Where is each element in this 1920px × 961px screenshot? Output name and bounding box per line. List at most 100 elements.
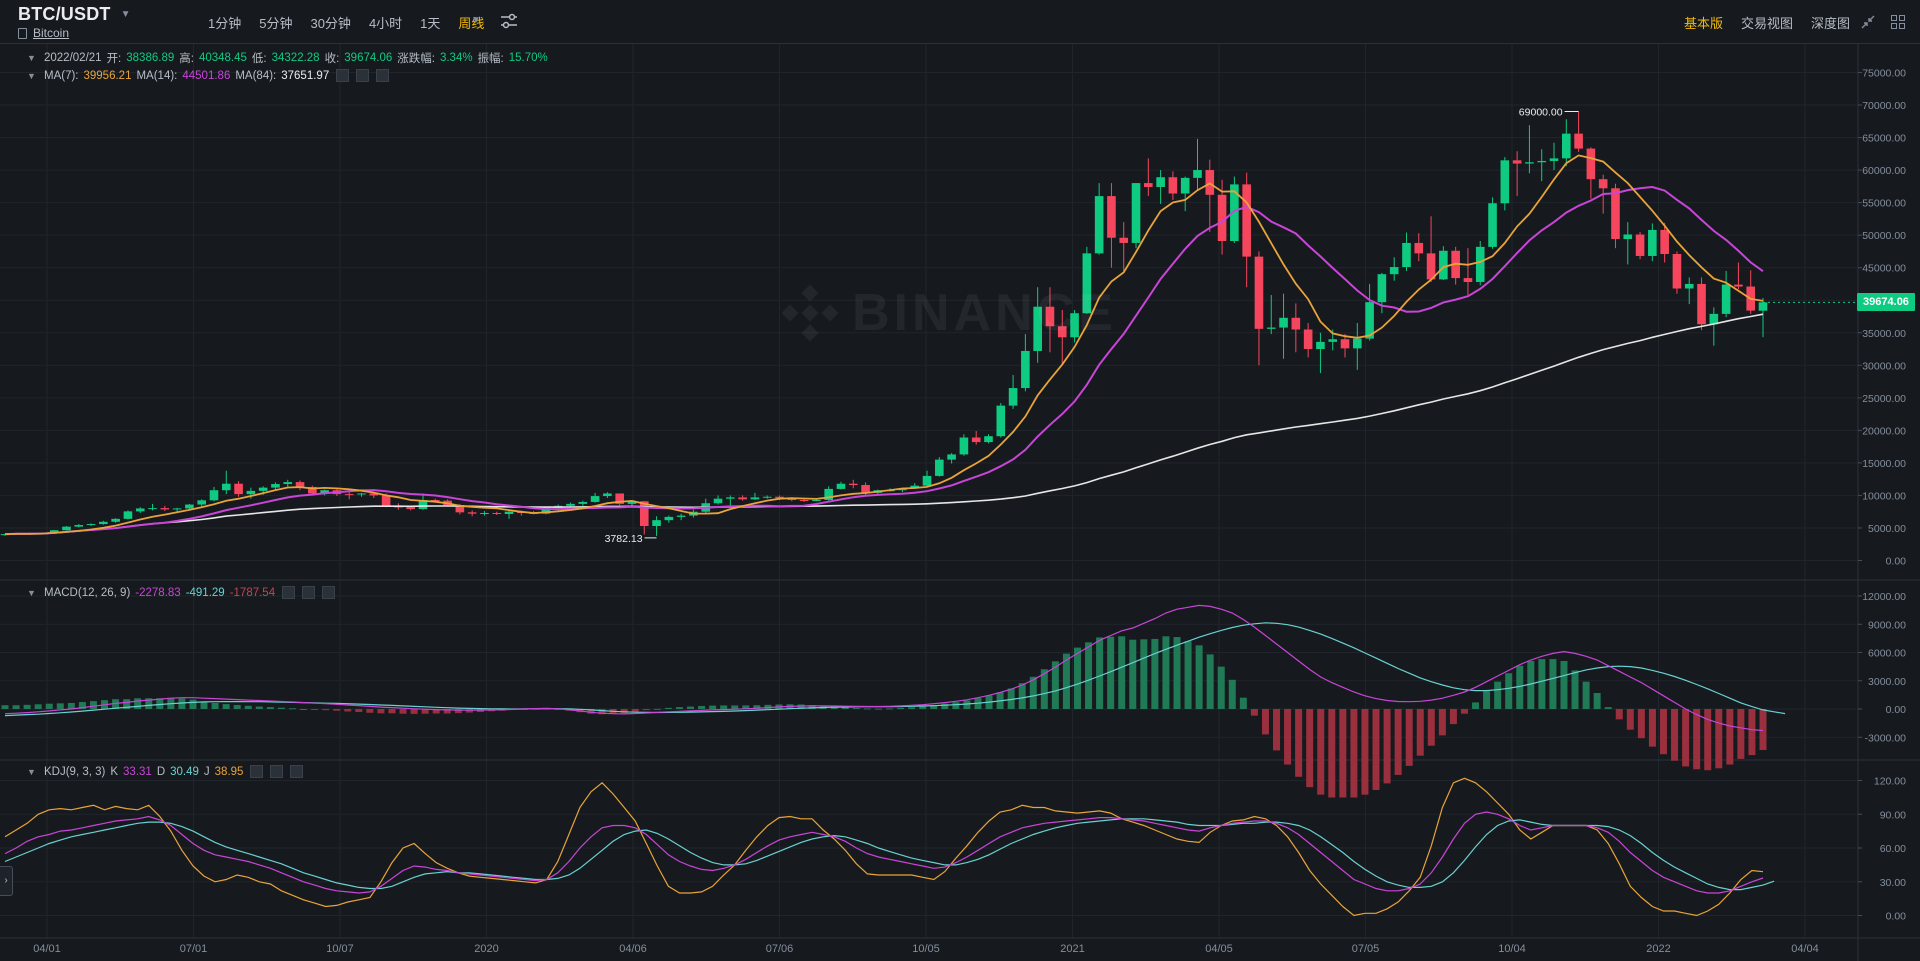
macd-histogram-bar xyxy=(1759,709,1767,751)
time-axis-label: 07/06 xyxy=(766,943,794,955)
macd-histogram-bar xyxy=(554,709,562,710)
candle-body xyxy=(1389,267,1399,275)
macd-histogram-bar xyxy=(1195,645,1203,709)
view-tradingview[interactable]: 交易视图 xyxy=(1740,16,1793,31)
price-axis-label: 45000.00 xyxy=(1862,263,1906,275)
candle-body xyxy=(1598,179,1608,189)
collapse-icon[interactable]: ▼ xyxy=(27,587,36,598)
candle-body xyxy=(369,493,379,496)
macd-histogram-bar xyxy=(1085,642,1093,709)
book-icon xyxy=(18,27,27,39)
macd-histogram-bar xyxy=(56,703,64,709)
view-basic[interactable]: 基本版 xyxy=(1683,16,1723,31)
ma7-label: MA(7): xyxy=(44,69,79,82)
ma14-line xyxy=(4,185,1764,536)
macd-axis-label: -3000.00 xyxy=(1865,732,1907,744)
kdj-label: KDJ(9, 3, 3) xyxy=(44,765,106,778)
macd-histogram-bar xyxy=(200,701,208,709)
interval-5m[interactable]: 5分钟 xyxy=(259,16,293,31)
pair-title[interactable]: BTC/USDT xyxy=(18,4,111,24)
candle-body xyxy=(1156,177,1165,187)
interval-4h[interactable]: 4小时 xyxy=(368,16,403,31)
ma-visibility-button[interactable] xyxy=(336,69,350,82)
candle-body xyxy=(0,534,10,536)
macd-histogram-bar xyxy=(1129,639,1137,709)
amplitude-label: 振幅: xyxy=(477,53,504,65)
macd-histogram-bar xyxy=(930,705,938,709)
candle-body xyxy=(1549,158,1559,161)
interval-1d[interactable]: 1天 xyxy=(420,16,441,31)
ma-close-button[interactable] xyxy=(376,69,390,82)
candle-body xyxy=(1561,133,1571,159)
indicator-settings-icon[interactable] xyxy=(500,13,518,29)
macd-settings-button[interactable] xyxy=(302,586,316,599)
candle-body xyxy=(1512,160,1522,164)
candle-body xyxy=(320,490,329,494)
macd-histogram-bar xyxy=(443,709,451,714)
macd-histogram-bar xyxy=(156,698,164,709)
price-axis-label: 20000.00 xyxy=(1862,425,1906,437)
time-axis-label: 10/04 xyxy=(1498,943,1526,955)
kdj-settings-button[interactable] xyxy=(270,765,284,778)
collapse-icon[interactable]: ▼ xyxy=(27,70,36,81)
interval-30m[interactable]: 30分钟 xyxy=(310,16,351,31)
pair-dropdown-icon[interactable]: ▼ xyxy=(120,9,131,20)
price-axis-label: 55000.00 xyxy=(1862,198,1906,210)
candle-body xyxy=(1303,329,1313,350)
candle-body xyxy=(861,485,870,493)
candle-body xyxy=(1414,242,1424,254)
macd-histogram-bar xyxy=(1416,709,1424,756)
candle-body xyxy=(910,485,920,489)
macd-histogram-bar xyxy=(1505,673,1513,709)
candle-body xyxy=(1180,177,1190,194)
macd-histogram-bar xyxy=(675,707,683,709)
candle-body xyxy=(1242,184,1251,257)
kdj-k-value: 33.31 xyxy=(123,765,152,778)
candle-body xyxy=(1684,283,1694,289)
coin-info-link[interactable]: Bitcoin xyxy=(33,26,70,40)
layout-grid-icon[interactable] xyxy=(1890,14,1906,30)
macd-close-button[interactable] xyxy=(322,586,336,599)
macd-histogram-bar xyxy=(1737,709,1745,759)
collapse-icon[interactable]: ▼ xyxy=(27,766,36,777)
macd-axis-label: 3000.00 xyxy=(1868,676,1906,688)
ma-settings-button[interactable] xyxy=(356,69,370,82)
view-depth[interactable]: 深度图 xyxy=(1810,16,1850,31)
collapse-icon[interactable]: ▼ xyxy=(27,53,36,63)
macd-histogram-bar xyxy=(1118,636,1126,709)
price-axis-label: 50000.00 xyxy=(1862,230,1906,242)
macd-histogram-bar xyxy=(1,705,9,709)
interval-more-icon[interactable]: ▼ xyxy=(471,15,481,26)
kdj-visibility-button[interactable] xyxy=(250,765,264,778)
candle-body xyxy=(1057,326,1067,338)
candle-body xyxy=(1266,327,1276,329)
side-panel-toggle[interactable]: › xyxy=(0,866,13,896)
macd-histogram-bar xyxy=(1494,681,1502,709)
macd-histogram-bar xyxy=(808,705,816,709)
time-axis-label: 2022 xyxy=(1646,943,1670,955)
candle-body xyxy=(1328,339,1338,342)
kdj-d-label: D xyxy=(156,765,166,778)
macd-histogram-bar xyxy=(1659,709,1667,755)
candle-body xyxy=(664,516,674,521)
candlestick-series xyxy=(0,111,1768,536)
macd-histogram-bar xyxy=(410,709,418,714)
interval-1m[interactable]: 1分钟 xyxy=(208,16,242,31)
price-axis-label: 65000.00 xyxy=(1862,133,1906,145)
candle-body xyxy=(246,490,256,495)
candle-body xyxy=(1070,313,1079,338)
candle-body xyxy=(123,511,133,519)
macd-histogram-bar xyxy=(1206,654,1214,709)
macd-visibility-button[interactable] xyxy=(282,586,296,599)
top-toolbar: BTC/USDT ▼ Bitcoin 1分钟 5分钟 30分钟 4小时 1天 周… xyxy=(0,0,1920,44)
shrink-icon[interactable] xyxy=(1860,14,1876,30)
price-axis-label: 0.00 xyxy=(1886,556,1907,568)
macd-histogram-bar xyxy=(664,707,672,709)
candle-body xyxy=(1107,196,1116,238)
kdj-close-button[interactable] xyxy=(290,765,304,778)
kdj-d-value: 30.49 xyxy=(170,765,199,778)
candle-body xyxy=(1377,274,1387,303)
interval-1w[interactable]: 周线 xyxy=(458,16,485,31)
macd-histogram-bar xyxy=(698,705,706,709)
